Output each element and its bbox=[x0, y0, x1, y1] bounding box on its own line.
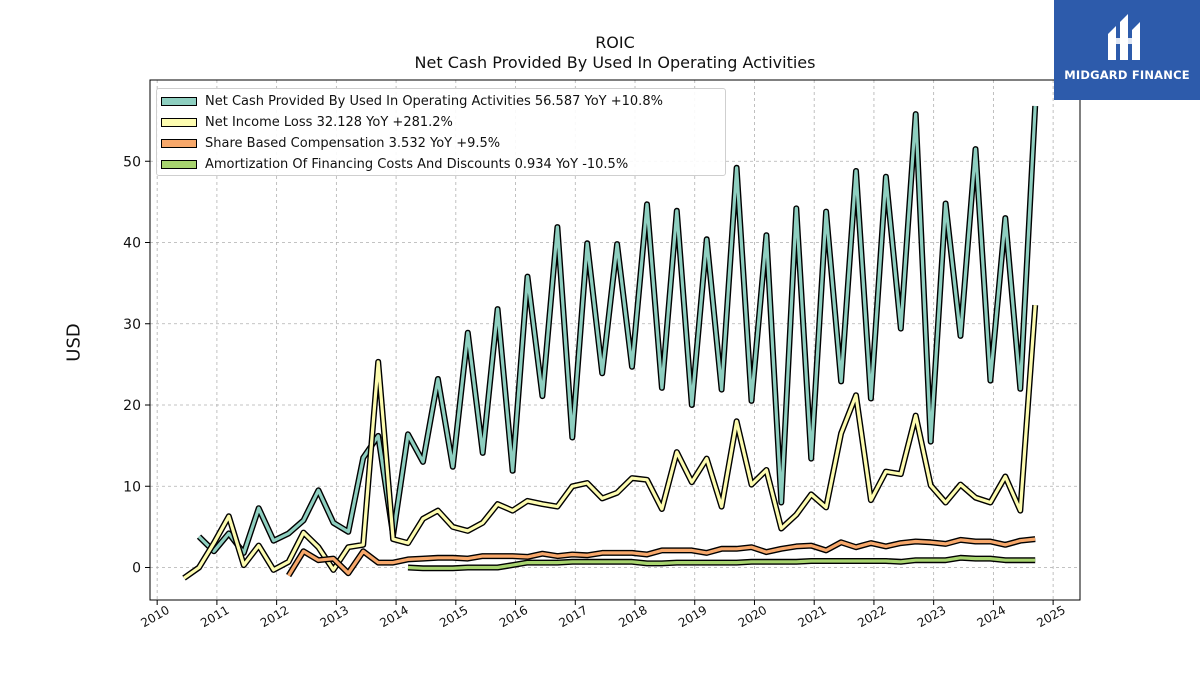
y-axis: 0 10 20 30 40 50 bbox=[123, 154, 150, 577]
x-tick-label: 2017 bbox=[557, 603, 590, 630]
x-tick-label: 2011 bbox=[198, 603, 231, 630]
legend-label: Amortization Of Financing Costs And Disc… bbox=[205, 156, 629, 172]
legend-label: Share Based Compensation 3.532 YoY +9.5% bbox=[205, 135, 501, 151]
y-tick-label: 40 bbox=[123, 236, 141, 252]
series-line bbox=[407, 556, 1036, 570]
legend-swatch bbox=[161, 138, 197, 148]
legend-swatch bbox=[161, 117, 197, 127]
brand-name: MIDGARD FINANCE bbox=[1064, 68, 1190, 82]
x-tick-label: 2024 bbox=[975, 603, 1008, 630]
y-tick-label: 0 bbox=[132, 561, 141, 577]
midgard-logo-icon bbox=[1108, 14, 1140, 60]
legend-swatch bbox=[161, 159, 197, 169]
x-tick-label: 2022 bbox=[855, 603, 888, 630]
series-lines bbox=[182, 105, 1039, 581]
plot-frame bbox=[149, 79, 1081, 601]
legend-item-net-income: Net Income Loss 32.128 YoY +281.2% bbox=[161, 113, 453, 131]
x-tick-label: 2025 bbox=[1034, 603, 1067, 630]
x-tick-label: 2014 bbox=[377, 603, 410, 630]
x-tick-label: 2013 bbox=[318, 603, 351, 630]
legend-item-amortization: Amortization Of Financing Costs And Disc… bbox=[161, 155, 628, 173]
x-tick-label: 2015 bbox=[437, 603, 470, 630]
legend-swatch bbox=[161, 96, 197, 106]
x-axis: 2010 2011 2012 2013 2014 2015 2016 2017 2018 2019… bbox=[138, 600, 1068, 630]
x-tick-label: 2019 bbox=[676, 603, 709, 630]
legend-item-operating-cash: Net Cash Provided By Used In Operating A… bbox=[161, 92, 663, 110]
legend-item-share-comp: Share Based Compensation 3.532 YoY +9.5% bbox=[161, 134, 500, 152]
x-tick-label: 2016 bbox=[497, 603, 530, 630]
x-tick-label: 2023 bbox=[915, 603, 948, 630]
x-tick-label: 2020 bbox=[736, 603, 769, 630]
series-line bbox=[287, 537, 1036, 577]
legend-label: Net Income Loss 32.128 YoY +281.2% bbox=[205, 114, 453, 130]
y-tick-label: 10 bbox=[123, 479, 141, 495]
y-tick-label: 30 bbox=[123, 317, 141, 333]
chart-subtitle: Net Cash Provided By Used In Operating A… bbox=[414, 53, 816, 72]
chart-title: ROIC bbox=[595, 33, 635, 52]
legend: Net Cash Provided By Used In Operating A… bbox=[156, 88, 726, 176]
y-axis-label: USD bbox=[63, 323, 85, 362]
x-tick-label: 2012 bbox=[258, 603, 291, 630]
x-tick-label: 2021 bbox=[795, 603, 828, 630]
y-tick-label: 20 bbox=[123, 398, 141, 414]
legend-label: Net Cash Provided By Used In Operating A… bbox=[205, 93, 663, 109]
y-tick-label: 50 bbox=[123, 154, 141, 170]
series-line bbox=[197, 105, 1037, 555]
x-tick-label: 2010 bbox=[138, 603, 171, 630]
x-tick-label: 2018 bbox=[616, 603, 649, 630]
midgard-finance-logo: MIDGARD FINANCE bbox=[1054, 0, 1200, 100]
